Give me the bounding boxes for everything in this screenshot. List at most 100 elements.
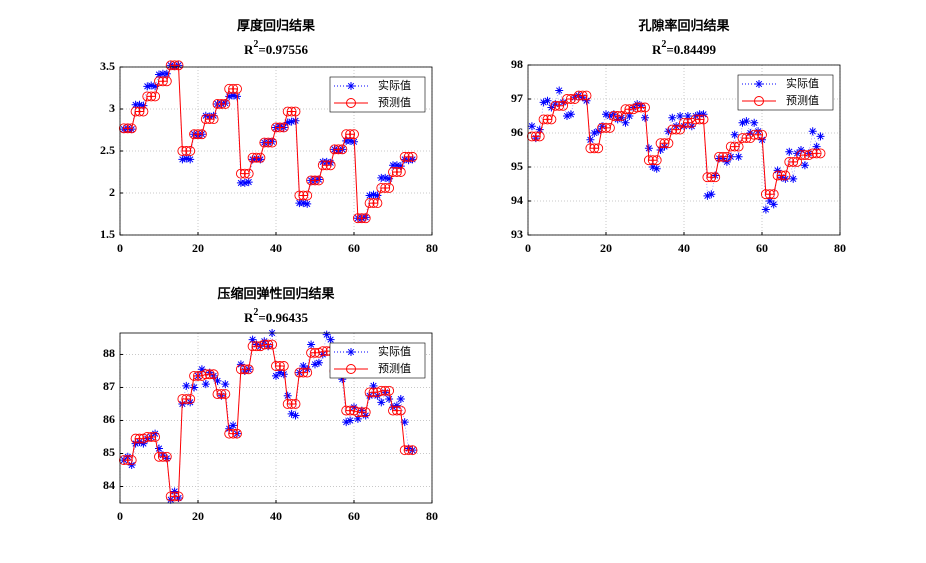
predicted-marker [391,167,402,177]
actual-marker [555,86,564,95]
actual-marker [594,127,603,136]
predicted-marker [212,99,223,109]
actual-marker [369,381,378,390]
actual-marker [182,154,191,163]
actual-marker [139,101,148,110]
predicted-marker [345,405,356,416]
predicted-marker [663,138,674,149]
predicted-marker [286,106,297,117]
x-tick-label: 80 [426,241,438,255]
actual-marker [326,335,335,344]
predicted-marker [146,432,157,442]
actual-marker [400,418,409,427]
predicted-marker [702,172,713,183]
predicted-marker [780,170,791,181]
y-tick-label: 84 [103,478,115,492]
chart-title: 厚度回归结果 [237,18,315,33]
predicted-marker [224,428,235,439]
predicted-marker [749,129,760,140]
actual-marker [275,122,284,131]
predicted-marker [546,114,557,125]
actual-marker [307,340,316,349]
actual-marker [155,70,163,79]
predicted-marker [530,131,541,142]
predicted-marker [659,138,670,149]
predicted-marker [212,389,223,400]
predicted-marker [620,104,631,115]
predicted-marker [399,445,410,456]
actual-marker [361,411,370,420]
predicted-marker [714,151,725,162]
actual-marker [566,110,575,119]
axes-box [527,64,841,236]
x-tick-label: 20 [192,241,204,255]
actual-marker [765,197,774,205]
predicted-marker [710,172,721,183]
predicted-marker [251,341,262,352]
actual-marker [170,487,179,496]
actual-marker [586,135,595,144]
predicted-marker [811,148,822,159]
axes-box [119,66,433,236]
actual-marker [703,191,712,200]
predicted-marker [388,405,398,416]
actual-marker [527,122,536,131]
predicted-marker [360,407,371,418]
predicted-marker [235,168,246,179]
predicted-marker [577,90,588,101]
x-tick-label: 0 [117,509,123,523]
predicted-marker [228,83,239,94]
predicted-marker [247,152,258,163]
predicted-marker [694,114,705,125]
predicted-marker [267,137,278,148]
actual-marker [641,113,649,122]
actual-marker [151,82,160,91]
predicted-marker [278,361,289,371]
actual-marker [543,96,552,105]
predicted-marker [286,399,297,409]
predicted-marker [282,106,293,117]
predicted-marker [655,138,666,149]
predicted-marker [122,123,133,134]
actual-marker [535,125,544,134]
predicted-marker [267,339,278,350]
x-tick-label: 40 [270,241,282,255]
predicted-marker [243,364,254,375]
predicted-marker [228,428,239,439]
r-symbol: R [244,42,254,57]
predicted-marker [294,367,305,378]
predicted-marker [251,152,262,163]
chart-title: 孔隙率回归结果 [638,18,729,33]
predicted-marker [671,124,682,135]
actual-marker [621,118,630,127]
predicted-marker [193,129,203,140]
predicted-marker [376,385,387,396]
predicted-marker [667,124,678,135]
actual-marker [691,112,700,120]
actual-marker [392,401,401,410]
y-tick-label: 3 [109,101,115,115]
predicted-marker [302,190,313,201]
predicted-marker [169,491,180,502]
predicted-marker [118,123,129,134]
predicted-marker [380,183,391,193]
predicted-marker [247,341,258,352]
predicted-marker [733,141,744,152]
predicted-marker [154,76,164,87]
actual-marker [773,166,782,175]
predicted-marker [274,361,285,371]
predicted-marker [729,141,740,152]
chart-subtitle: R2=0.96435 [244,307,309,325]
actual-marker [131,439,140,448]
predicted-marker [784,156,795,167]
predicted-marker [329,144,340,155]
actual-marker [182,381,191,390]
actual-marker [127,125,136,134]
predicted-marker [772,170,783,181]
r-value: =0.97556 [258,42,308,57]
actual-marker [225,92,234,101]
predicted-marker [764,189,775,200]
axes-box [119,332,433,504]
actual-marker [396,162,405,171]
actual-marker [722,157,731,166]
